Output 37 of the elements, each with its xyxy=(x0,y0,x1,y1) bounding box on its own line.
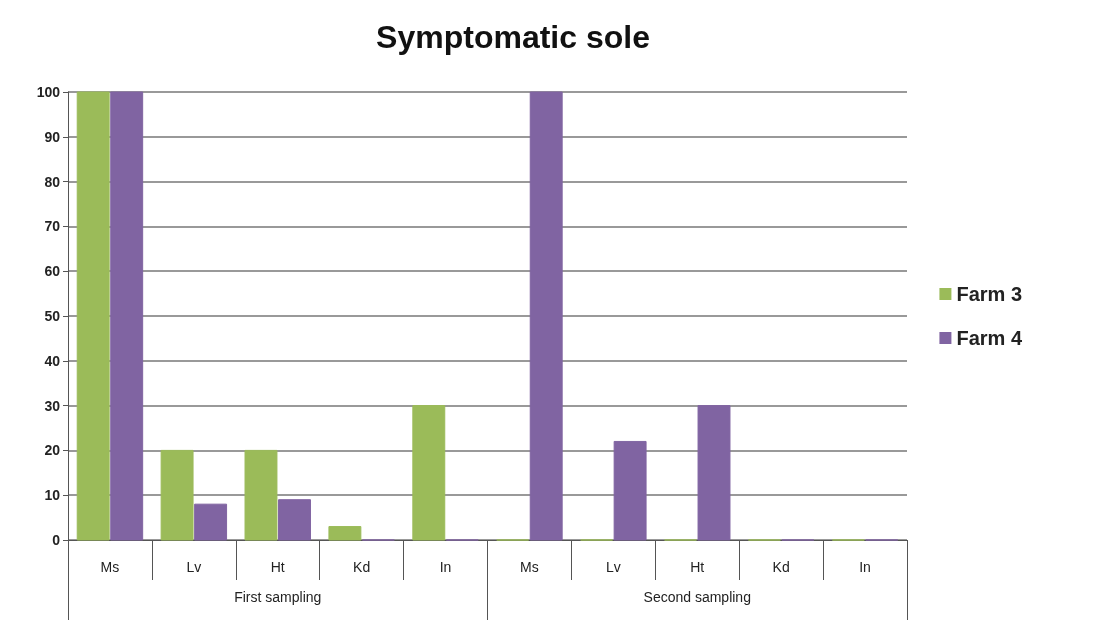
y-tick-label: 70 xyxy=(44,218,61,235)
y-tick-label: 30 xyxy=(44,397,61,414)
x-tick-label: Ms xyxy=(520,559,539,575)
y-tick-label: 100 xyxy=(36,84,61,100)
text: Second sampling xyxy=(643,589,751,605)
x-tick-label: Ht xyxy=(270,559,285,575)
legend-label: Farm 3 xyxy=(956,283,1023,305)
x-tick-label: Kd xyxy=(353,559,371,575)
text: First sampling xyxy=(234,589,322,605)
bar xyxy=(76,91,110,541)
y-tick-label: 60 xyxy=(44,263,61,280)
legend-label: Farm 4 xyxy=(956,327,1023,349)
y-tick-label: 0 xyxy=(52,532,61,548)
bar xyxy=(194,503,228,541)
y-tick-label: 40 xyxy=(44,352,61,369)
x-tick-label: In xyxy=(859,559,871,575)
x-tick-label: Lv xyxy=(605,559,621,575)
y-tick-label: 80 xyxy=(44,173,61,190)
bar xyxy=(529,91,563,541)
x-tick-label: Ht xyxy=(690,559,705,575)
bar xyxy=(110,91,144,541)
x-tick-label: Ms xyxy=(100,559,120,575)
y-tick-label: 20 xyxy=(44,442,61,459)
y-tick-label: 90 xyxy=(44,128,61,145)
bar xyxy=(160,449,194,541)
bar xyxy=(278,499,311,541)
x-tick-label: Lv xyxy=(186,559,202,575)
x-tick-label: In xyxy=(439,559,452,575)
y-tick-label: 10 xyxy=(44,487,61,504)
chart-title: Symptomatic sole xyxy=(376,19,650,55)
bar xyxy=(412,405,446,541)
y-tick-label: 50 xyxy=(44,308,61,324)
bar xyxy=(328,526,362,541)
bar xyxy=(697,405,731,541)
bar xyxy=(244,449,278,541)
x-tick-label: Kd xyxy=(772,559,790,575)
bar xyxy=(613,440,647,541)
